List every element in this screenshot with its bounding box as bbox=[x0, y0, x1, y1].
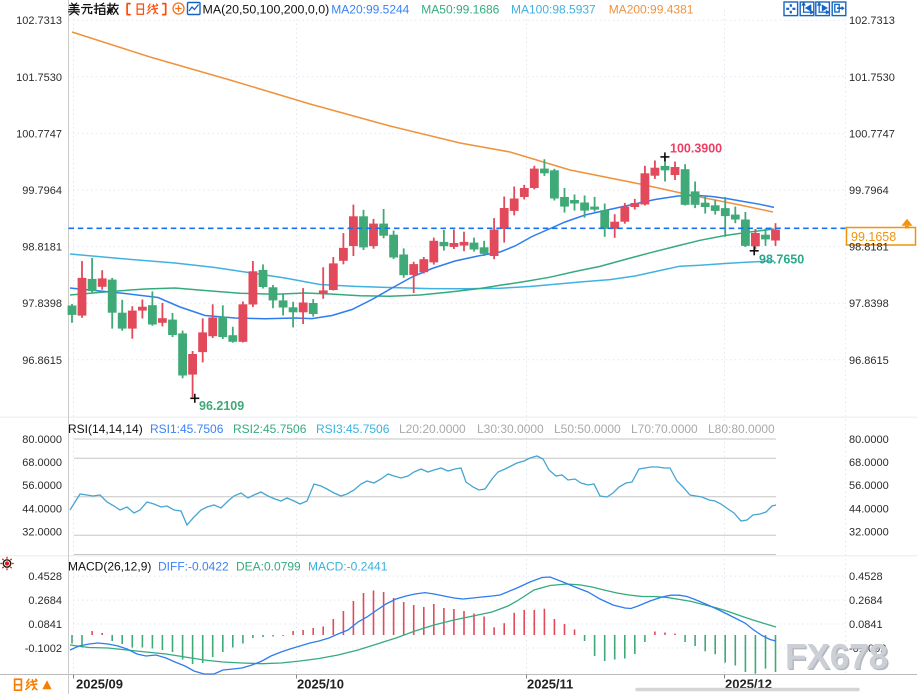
svg-text:MA20:99.5244: MA20:99.5244 bbox=[331, 3, 409, 17]
svg-text:100.3900: 100.3900 bbox=[670, 142, 722, 156]
svg-text:80.0000: 80.0000 bbox=[849, 434, 889, 446]
svg-text:96.2109: 96.2109 bbox=[199, 399, 244, 413]
svg-text:MACD(26,12,9): MACD(26,12,9) bbox=[68, 560, 151, 574]
svg-text:-0.1002: -0.1002 bbox=[25, 643, 62, 655]
svg-text:L30:30.0000: L30:30.0000 bbox=[477, 422, 544, 436]
svg-text:97.8398: 97.8398 bbox=[22, 298, 62, 310]
svg-text:44.0000: 44.0000 bbox=[849, 503, 889, 515]
svg-text:RSI1:45.7506: RSI1:45.7506 bbox=[150, 422, 224, 436]
svg-text:101.7530: 101.7530 bbox=[849, 72, 895, 84]
svg-text:0.2684: 0.2684 bbox=[28, 595, 62, 607]
svg-text:99.7964: 99.7964 bbox=[849, 185, 889, 197]
svg-text:MACD:-0.2441: MACD:-0.2441 bbox=[308, 560, 388, 574]
svg-text:32.0000: 32.0000 bbox=[22, 526, 62, 538]
svg-text:100.7747: 100.7747 bbox=[849, 128, 895, 140]
svg-text:MA50:99.1686: MA50:99.1686 bbox=[421, 3, 499, 17]
svg-text:68.0000: 68.0000 bbox=[22, 457, 62, 469]
svg-text:44.0000: 44.0000 bbox=[22, 503, 62, 515]
svg-text:RSI(14,14,14): RSI(14,14,14) bbox=[68, 422, 143, 436]
svg-text:102.7313: 102.7313 bbox=[16, 15, 62, 27]
svg-text:98.7650: 98.7650 bbox=[759, 253, 804, 267]
svg-text:100.7747: 100.7747 bbox=[16, 128, 62, 140]
svg-text:56.0000: 56.0000 bbox=[22, 480, 62, 492]
svg-text:99.7964: 99.7964 bbox=[22, 185, 62, 197]
svg-text:L80:80.0000: L80:80.0000 bbox=[708, 422, 775, 436]
svg-text:98.8181: 98.8181 bbox=[22, 242, 62, 254]
svg-text:32.0000: 32.0000 bbox=[849, 526, 889, 538]
svg-text:FX678: FX678 bbox=[785, 638, 888, 677]
svg-text:0.4528: 0.4528 bbox=[849, 571, 883, 583]
svg-text:L20:20.0000: L20:20.0000 bbox=[399, 422, 466, 436]
svg-text:96.8615: 96.8615 bbox=[849, 355, 889, 367]
svg-text:56.0000: 56.0000 bbox=[849, 480, 889, 492]
svg-text:68.0000: 68.0000 bbox=[849, 457, 889, 469]
svg-text:101.7530: 101.7530 bbox=[16, 72, 62, 84]
svg-text:96.8615: 96.8615 bbox=[22, 355, 62, 367]
svg-text:2025/10: 2025/10 bbox=[297, 677, 344, 692]
svg-text:MA(20,50,100,200,0,0): MA(20,50,100,200,0,0) bbox=[203, 3, 330, 17]
svg-text:L70:70.0000: L70:70.0000 bbox=[631, 422, 698, 436]
svg-text:-0.1002: -0.1002 bbox=[849, 643, 886, 655]
svg-text:MA200:99.4381: MA200:99.4381 bbox=[609, 3, 694, 17]
svg-text:97.8398: 97.8398 bbox=[849, 298, 889, 310]
svg-text:98.8181: 98.8181 bbox=[849, 242, 889, 254]
svg-text:99.1658: 99.1658 bbox=[851, 230, 896, 244]
svg-text:DEA:0.0799: DEA:0.0799 bbox=[236, 560, 301, 574]
svg-text:80.0000: 80.0000 bbox=[22, 434, 62, 446]
svg-text:0.0841: 0.0841 bbox=[28, 619, 62, 631]
svg-text:2025/09: 2025/09 bbox=[76, 677, 123, 692]
svg-text:2025/11: 2025/11 bbox=[527, 677, 573, 692]
svg-text:MA100:98.5937: MA100:98.5937 bbox=[511, 3, 596, 17]
svg-text:FX678: FX678 bbox=[787, 639, 890, 678]
svg-text:102.7313: 102.7313 bbox=[849, 15, 895, 27]
svg-text:0.2684: 0.2684 bbox=[849, 595, 883, 607]
svg-text:RSI3:45.7506: RSI3:45.7506 bbox=[316, 422, 390, 436]
svg-text:DIFF:-0.0422: DIFF:-0.0422 bbox=[158, 560, 229, 574]
svg-text:0.4528: 0.4528 bbox=[28, 571, 62, 583]
svg-text:RSI2:45.7506: RSI2:45.7506 bbox=[233, 422, 307, 436]
svg-text:0.0841: 0.0841 bbox=[849, 619, 883, 631]
svg-text:L50:50.0000: L50:50.0000 bbox=[554, 422, 621, 436]
